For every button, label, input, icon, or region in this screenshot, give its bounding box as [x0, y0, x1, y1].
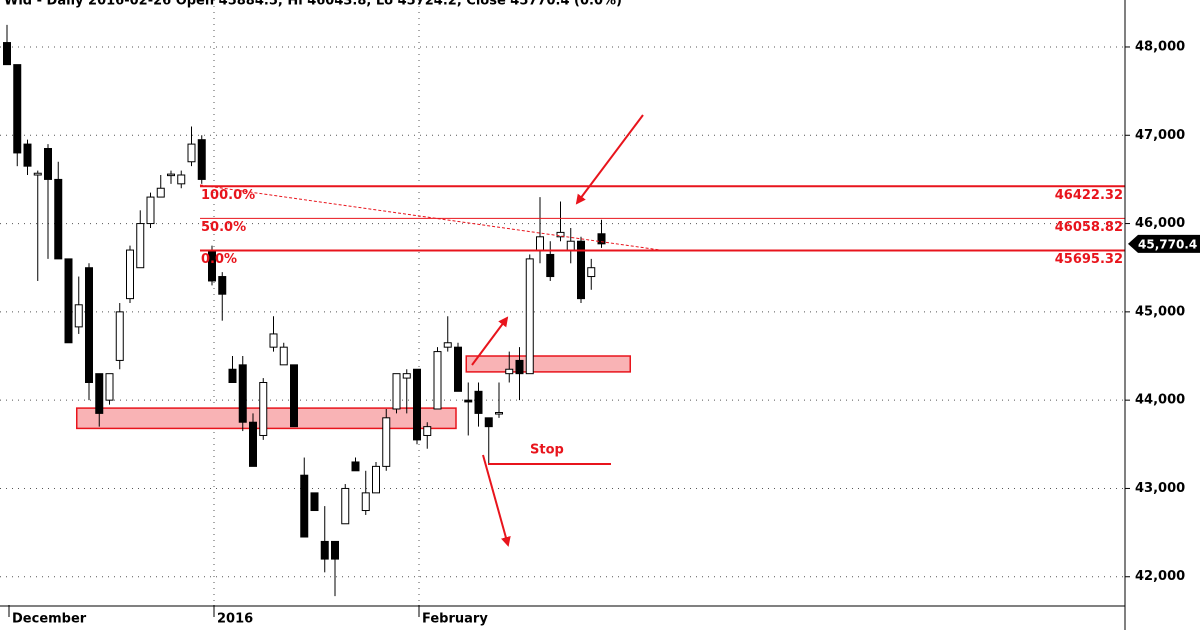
candle-body — [177, 174, 186, 185]
level-value: 46058.82 — [1055, 220, 1123, 235]
candle-body — [382, 417, 391, 467]
candle-body — [433, 351, 442, 410]
candle-body — [74, 304, 83, 328]
candle-body — [95, 373, 104, 414]
candle-body — [454, 346, 462, 392]
candle-body — [413, 368, 421, 441]
candle-body — [587, 267, 596, 278]
candle-body — [464, 399, 473, 403]
candle-body — [300, 474, 309, 538]
trend-line — [199, 184, 661, 251]
candle-body — [341, 487, 350, 525]
candle-body — [269, 333, 278, 348]
levels: 100.0% 46422.32 50.0% 46058.82 0.0% 45695.32 — [200, 185, 1125, 267]
candle-body — [228, 368, 237, 383]
candle-body — [238, 364, 247, 423]
candle-body — [351, 461, 360, 472]
candle-body — [402, 373, 411, 379]
candle-body — [105, 373, 114, 401]
candle-body — [536, 236, 544, 251]
candle-body — [505, 368, 514, 375]
candle-body — [146, 196, 155, 225]
candle-body — [85, 267, 93, 383]
level-label: 100.0% — [201, 188, 255, 203]
x-tick-label: 2016 — [217, 612, 253, 627]
candle-body — [218, 276, 227, 295]
x-tick-label: February — [422, 612, 488, 627]
candle-body — [484, 417, 493, 428]
chart-title: Wld - Daily 2016-02-26 Open 45884.5, Hi … — [4, 0, 622, 9]
candle-body — [577, 240, 585, 300]
grid — [0, 0, 1125, 605]
x-tick-label: December — [12, 612, 87, 627]
candle-body — [290, 364, 298, 428]
candle-body — [115, 311, 124, 361]
candle-body — [474, 390, 483, 414]
candle-body — [259, 381, 268, 436]
candle-body — [13, 64, 22, 154]
candle-body — [392, 373, 401, 410]
candle-body — [54, 178, 63, 260]
candle-body — [331, 540, 339, 560]
candle-body — [525, 258, 534, 375]
candle-body — [3, 42, 11, 66]
axis-labels: 42,000 43,000 44,000 45,000 46,000 47,000 48,0… — [8, 39, 1200, 627]
candle-body — [197, 139, 206, 180]
candle-body — [167, 173, 175, 177]
y-tick-label: 42,000 — [1135, 569, 1185, 584]
candle-body — [126, 249, 134, 300]
candle-body — [423, 426, 432, 436]
candle-body — [556, 231, 565, 238]
candle-body — [136, 223, 145, 269]
candle-body — [546, 253, 555, 278]
candle-body — [361, 492, 370, 512]
price-tag-label: 45,770.4 — [1138, 237, 1197, 251]
candle-body — [249, 421, 257, 467]
candle-body — [187, 143, 196, 163]
level-label: 0.0% — [201, 252, 237, 267]
candle-body — [495, 412, 503, 415]
candle-body — [597, 233, 606, 245]
candle-body — [372, 465, 380, 494]
y-tick-label: 46,000 — [1135, 216, 1185, 231]
price-tag — [1128, 234, 1200, 253]
arrow — [575, 114, 644, 205]
candle-body — [566, 240, 575, 251]
zone — [465, 355, 631, 373]
candle-body — [156, 187, 165, 198]
candle-body — [320, 540, 329, 560]
level-value: 45695.32 — [1055, 252, 1123, 267]
level-label: 50.0% — [201, 220, 246, 235]
y-tick-label: 43,000 — [1135, 481, 1185, 496]
level-value: 46422.32 — [1055, 188, 1123, 203]
zones — [76, 355, 631, 430]
candle-body — [515, 359, 524, 375]
candle-body — [310, 492, 319, 512]
y-tick-label: 44,000 — [1135, 393, 1185, 408]
candle-body — [44, 148, 52, 180]
candle-body — [279, 346, 288, 366]
y-tick-label: 45,000 — [1135, 304, 1185, 319]
candle-body — [64, 258, 73, 344]
arrow — [471, 316, 509, 366]
candle-body — [33, 172, 42, 176]
arrow — [482, 454, 511, 547]
candle-body — [443, 342, 452, 348]
annotation: Stop — [530, 443, 564, 458]
y-tick-label: 47,000 — [1135, 128, 1185, 143]
candles — [3, 24, 606, 597]
candle-body — [23, 143, 32, 167]
y-tick-label: 48,000 — [1135, 39, 1185, 54]
